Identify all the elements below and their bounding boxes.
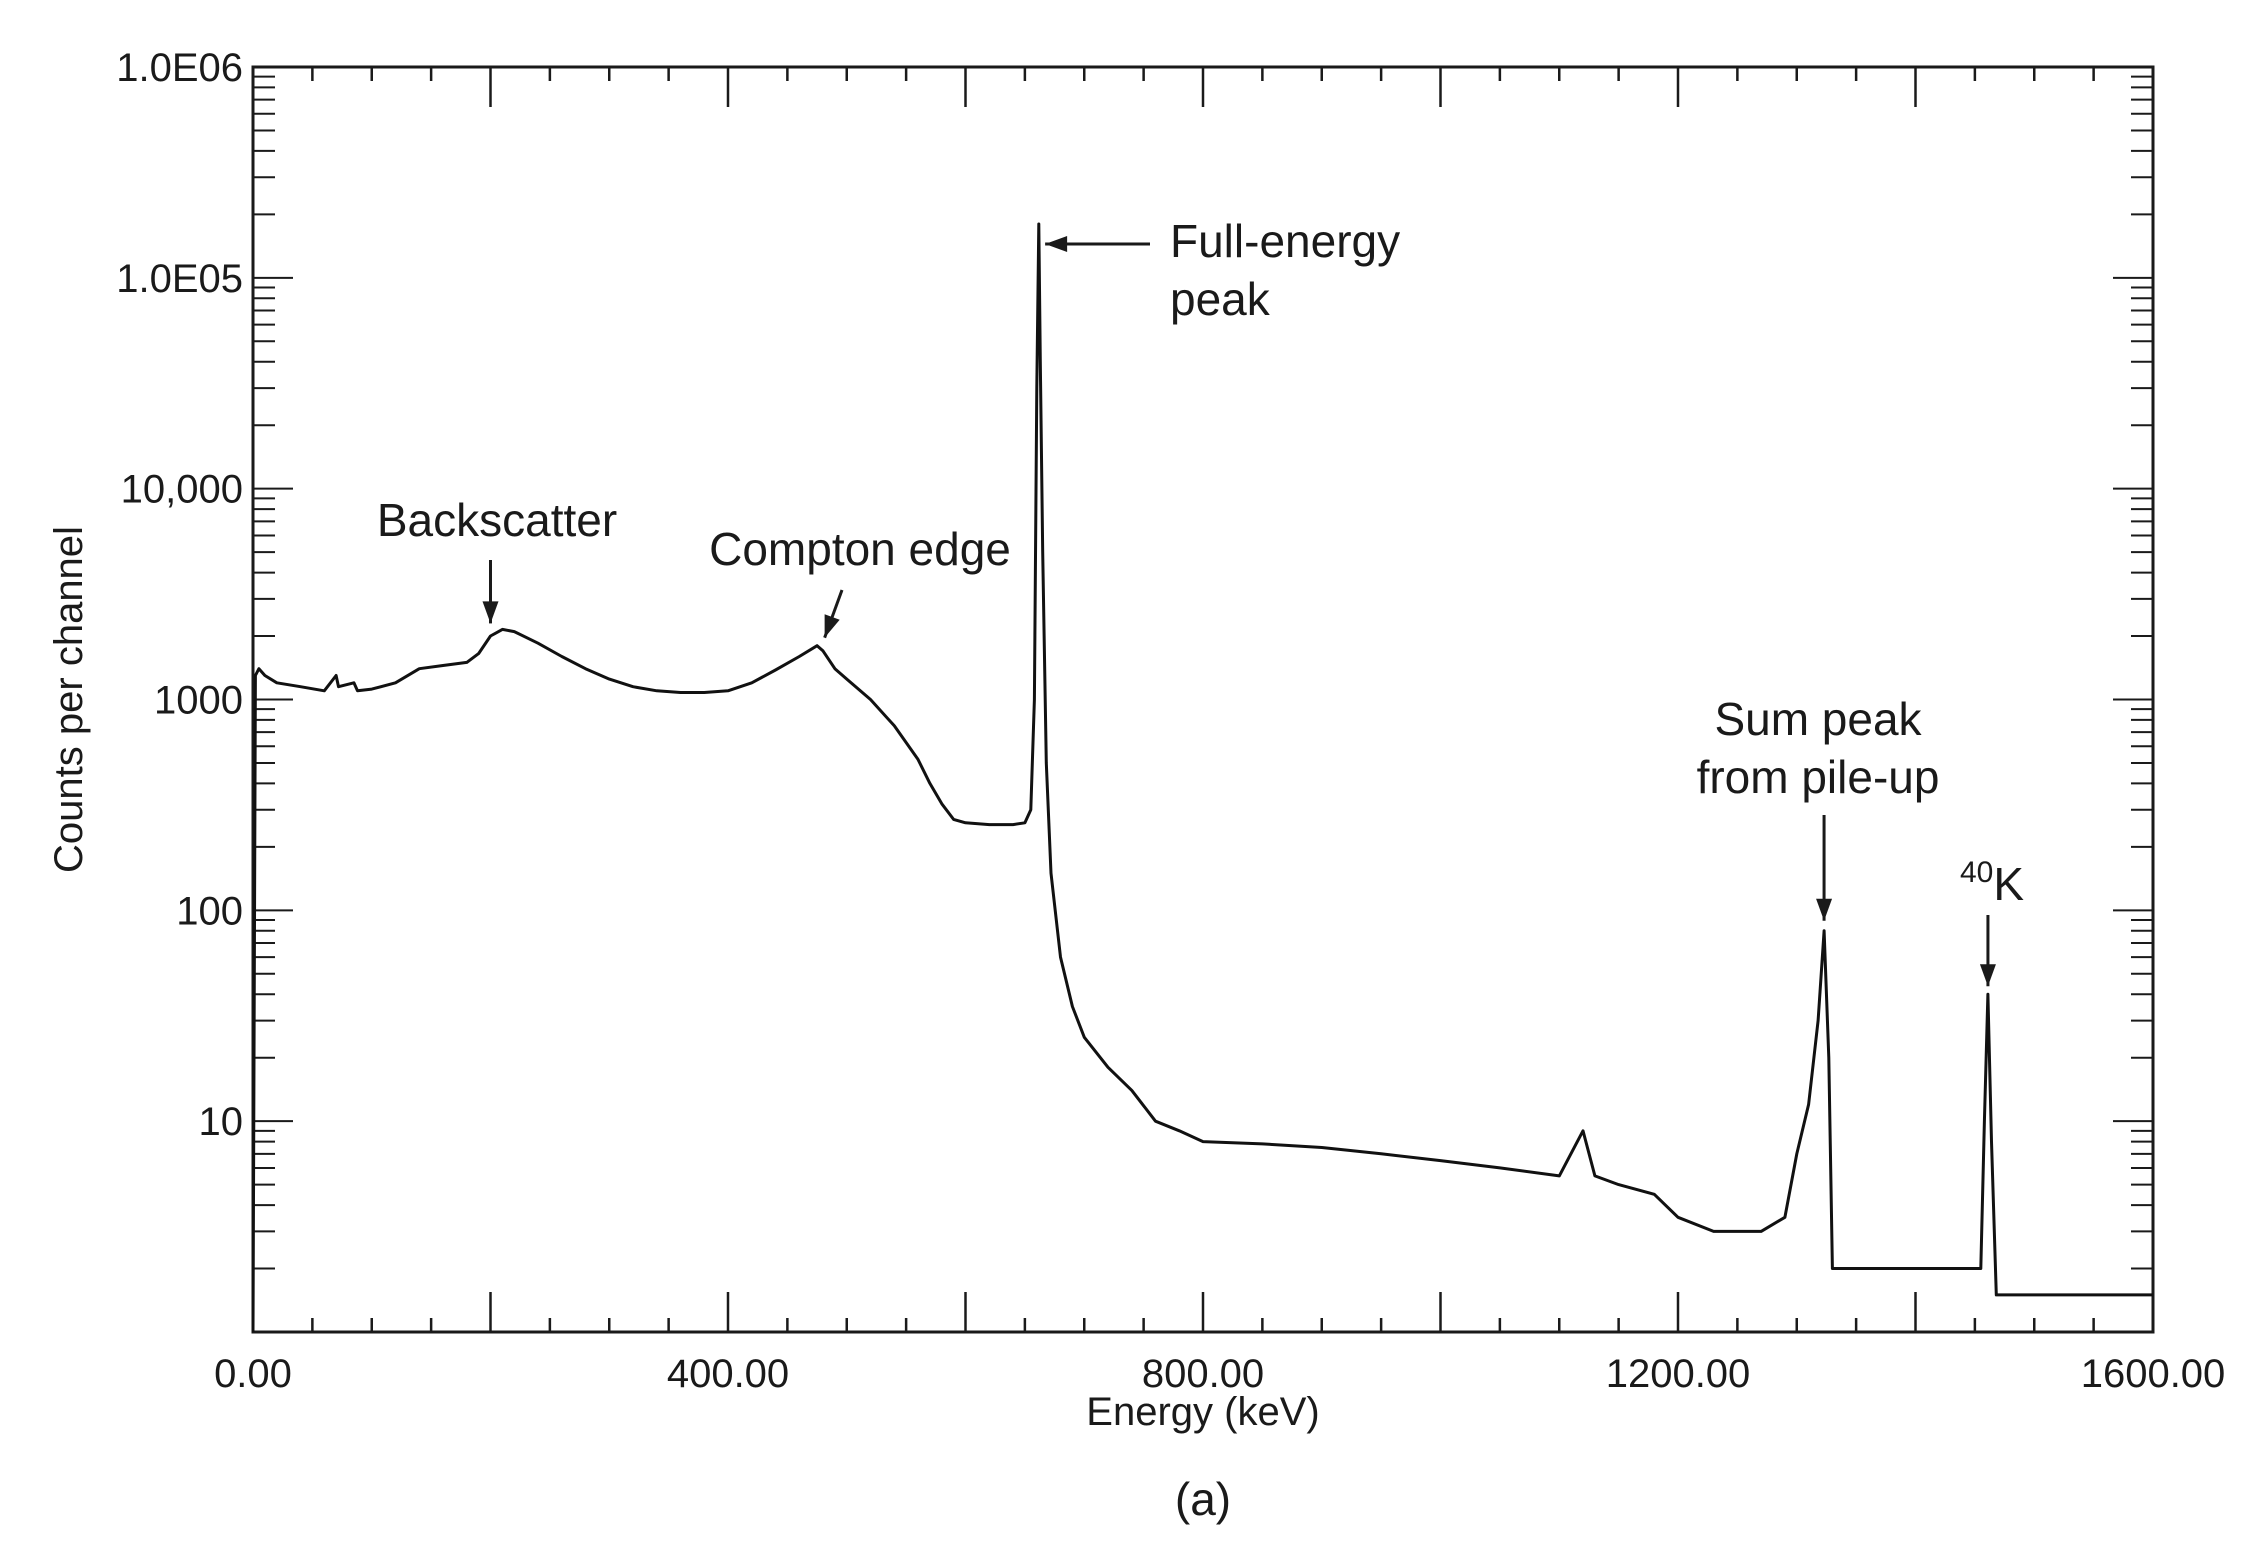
x-axis-label: Energy (keV) (1086, 1390, 1319, 1434)
annotation-line: Full-energy (1170, 215, 1400, 267)
series-layer (251, 222, 2153, 1333)
annotation-label: Compton edge (709, 523, 1011, 575)
x-tick-label: 1600.00 (2081, 1352, 2226, 1396)
annotation-line: from pile-up (1697, 751, 1940, 803)
y-tick-label: 1.0E05 (116, 257, 243, 301)
y-tick-label: 100 (176, 889, 243, 933)
annotation-line: Compton edge (709, 523, 1011, 575)
figure-caption: (a) (1175, 1473, 1231, 1525)
annotation-line: peak (1170, 273, 1271, 325)
annotation-line: Backscatter (377, 494, 617, 546)
y-tick-label: 10,000 (121, 468, 243, 512)
y-axis-label: Counts per channel (47, 526, 91, 873)
y-tick-label: 1.0E06 (116, 46, 243, 90)
annotation-superscript: 40 (1960, 856, 1993, 889)
y-tick-label: 10 (199, 1100, 244, 1144)
annotation-main: K (1993, 858, 2024, 910)
annotation-arrow-head (482, 601, 499, 624)
annotation-arrow-head (1979, 964, 1996, 987)
x-tick-label: 1200.00 (1606, 1352, 1751, 1396)
annotations-layer: Backscatter Compton edge Full-energy peak Su… (377, 215, 2024, 987)
annotation-arrow-head (824, 614, 840, 638)
x-axis-ticks: 0.00 400.00 800.00 1200.00 1600.00 (214, 67, 2225, 1396)
y-axis-ticks: 10 100 1000 10,000 1.0E05 1.0E06 (116, 46, 2153, 1333)
annotation-label: Backscatter (377, 494, 617, 546)
annotation-label: Sum peak from pile-up (1697, 693, 1940, 803)
annotation-arrow-head (1816, 898, 1833, 921)
annotation-arrow-head (1045, 236, 1068, 252)
x-tick-label: 400.00 (667, 1352, 789, 1396)
annotation-line: Sum peak (1714, 693, 1922, 745)
y-tick-label: 1000 (154, 679, 243, 723)
x-tick-label: 800.00 (1142, 1352, 1264, 1396)
annotation-label: Full-energy peak (1170, 215, 1400, 325)
x-tick-label: 0.00 (214, 1352, 292, 1396)
spectrum-series-line (251, 222, 2153, 1333)
annotation-label: 40K (1960, 856, 2024, 910)
